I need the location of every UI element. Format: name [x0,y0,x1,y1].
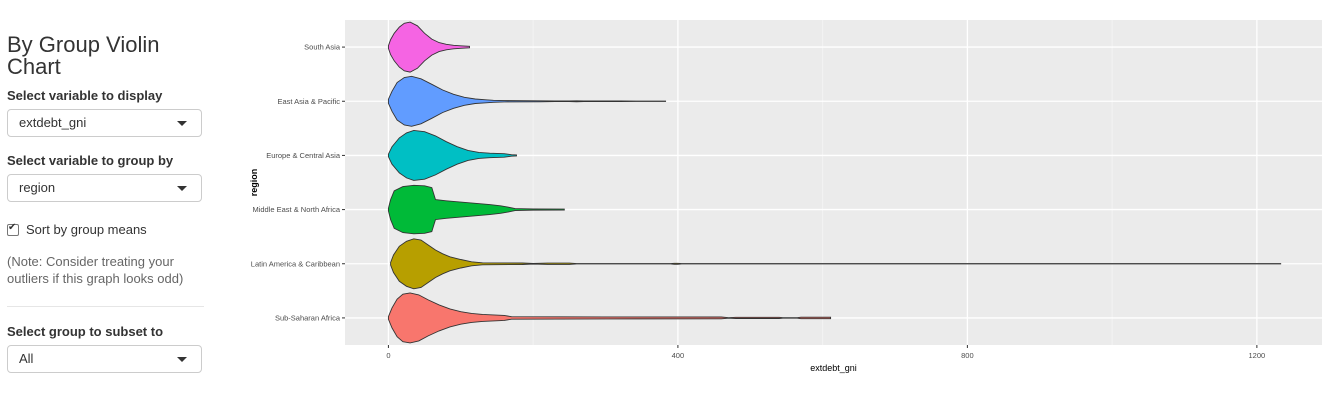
x-axis-label: extdebt_gni [810,363,857,373]
x-tick-label: 0 [386,351,390,360]
sort-by-group-means-row: ✔ Sort by group means [7,222,207,237]
plot-panel [345,20,1322,345]
display-variable-select[interactable]: extdebt_gni [7,109,202,137]
outlier-note: (Note: Consider treating your outliers i… [7,254,184,286]
violin-3 [387,184,565,235]
subset-group-select[interactable]: All [7,345,202,373]
violin-chart: South Asia East Asia & Pacific Europe & Ce… [249,20,1322,373]
violin-0 [387,21,470,73]
group-variable-value: region [19,180,56,195]
x-tick-label: 400 [672,351,685,360]
subset-group-value: All [19,351,34,366]
y-tick-label: Middle East & North Africa [252,205,340,214]
violin-5 [387,292,832,344]
y-tick-label: Sub-Saharan Africa [275,313,341,322]
chevron-down-icon [177,121,187,126]
divider [7,306,204,307]
y-tick-label: Europe & Central Asia [266,151,341,160]
subset-group-label: Select group to subset to [7,324,164,339]
y-tick-label: East Asia & Pacific [277,97,340,106]
app-title: By Group Violin Chart [7,32,160,79]
violin-2 [387,129,517,181]
x-tick-label: 800 [961,351,974,360]
display-variable-value: extdebt_gni [19,115,87,130]
checkmark-icon: ✔ [8,221,17,233]
sort-by-group-means-label: Sort by group means [26,222,147,237]
y-axis-label: region [249,169,259,197]
chevron-down-icon [177,186,187,191]
sidebar-panel: By Group Violin Chart Select variable to… [7,34,207,373]
violin-4 [390,238,1282,290]
y-tick-label: South Asia [304,43,341,52]
display-variable-label: Select variable to display [7,88,163,103]
group-variable-select[interactable]: region [7,174,202,202]
violin-1 [387,75,667,127]
x-tick-label: 1200 [1249,351,1266,360]
group-variable-label: Select variable to group by [7,153,174,168]
sort-by-group-means-checkbox[interactable]: ✔ [7,221,19,236]
y-tick-label: Latin America & Caribbean [251,259,340,268]
chevron-down-icon [177,357,187,362]
